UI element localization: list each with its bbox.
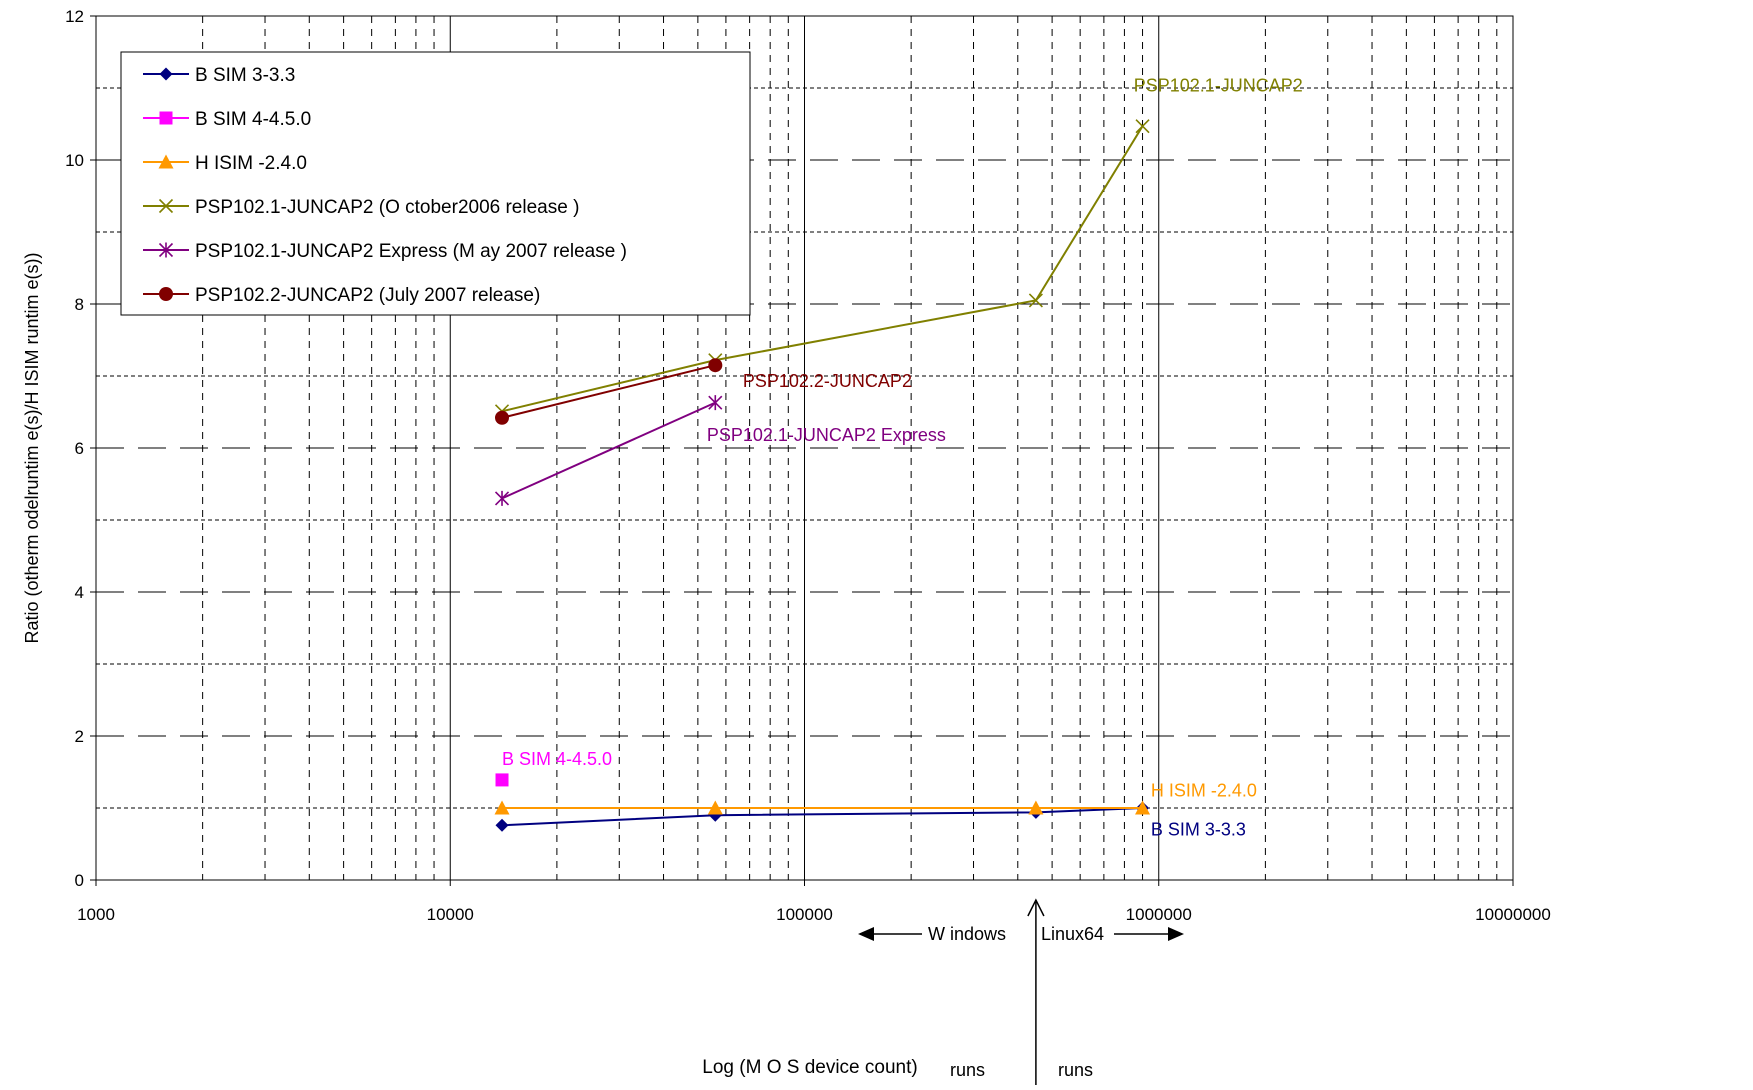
windows-runs-label: runs <box>950 1060 985 1080</box>
series-5 <box>495 358 723 425</box>
x-tick-label: 1000 <box>77 905 115 924</box>
legend-entry: PSP102.1-JUNCAP2 (O ctober2006 release ) <box>143 197 579 218</box>
y-axis-label: Ratio (otherm odelruntim e(s)/H ISIM run… <box>22 252 42 643</box>
series-line <box>501 401 716 500</box>
data-point <box>708 395 723 411</box>
legend-swatch-marker <box>159 111 173 125</box>
series-label: PSP102.1-JUNCAP2 <box>1134 76 1303 96</box>
legend-entry: PSP102.2-JUNCAP2 (July 2007 release) <box>143 285 540 306</box>
legend-label: B SIM 4-4.5.0 <box>195 109 311 130</box>
y-tick-label: 4 <box>75 583 84 602</box>
linux-label: Linux64 <box>1041 924 1104 944</box>
series <box>494 119 1151 832</box>
linux-arrow-head <box>1168 927 1184 941</box>
legend-entry: H ISIM -2.4.0 <box>143 153 307 174</box>
data-point <box>1028 800 1044 815</box>
series-label: PSP102.1-JUNCAP2 Express <box>707 425 946 445</box>
legend: B SIM 3-3.3 B SIM 4-4.5.0 H ISIM -2.4.0 PSP… <box>120 51 751 316</box>
data-labels: B SIM 3-3.3 B SIM 4-4.5.0 H ISIM -2.4.0 PSP… <box>502 76 1303 840</box>
legend-swatch-marker <box>158 198 174 214</box>
y-tick-label: 6 <box>75 439 84 458</box>
legend-swatch-marker <box>158 154 174 169</box>
x-tick-label: 10000 <box>427 905 474 924</box>
linux-runs-label: runs <box>1058 1060 1093 1080</box>
axes: 0 2 4 6 8 10 12 1000 10000 100000 1000000 10000000 L… <box>22 7 1551 1078</box>
y-tick-label: 8 <box>75 295 84 314</box>
series-label: B SIM 4-4.5.0 <box>502 749 612 769</box>
windows-arrow-head <box>858 927 874 941</box>
series-line <box>501 807 1143 827</box>
data-point <box>494 490 510 506</box>
data-point <box>1135 119 1150 134</box>
data-point <box>495 773 509 787</box>
legend-entry: B SIM 3-3.3 <box>143 65 295 86</box>
x-tick-label: 10000000 <box>1475 905 1551 924</box>
y-tick-label: 10 <box>65 151 84 170</box>
legend-swatch-marker <box>158 242 174 258</box>
series-4 <box>494 395 723 506</box>
series-line <box>501 125 1144 413</box>
legend-label: B SIM 3-3.3 <box>195 65 295 86</box>
series-label: PSP102.2-JUNCAP2 <box>743 371 912 391</box>
data-point <box>495 818 509 832</box>
series-label: B SIM 3-3.3 <box>1151 819 1246 839</box>
series-0 <box>495 801 1150 832</box>
divider-arrow-head <box>1027 898 1045 917</box>
legend-entry: PSP102.1-JUNCAP2 Express (M ay 2007 rele… <box>143 241 627 262</box>
series-1 <box>495 773 509 787</box>
y-tick-label: 12 <box>65 7 84 26</box>
legend-label: PSP102.1-JUNCAP2 Express (M ay 2007 rele… <box>195 241 627 262</box>
data-point <box>1028 293 1043 308</box>
legend-label: PSP102.1-JUNCAP2 (O ctober2006 release ) <box>195 197 579 218</box>
annotations: W indows runs Linux64 runs <box>858 898 1184 1085</box>
series-label: H ISIM -2.4.0 <box>1151 780 1257 800</box>
series-line <box>501 364 716 419</box>
y-tick-label: 0 <box>75 871 84 890</box>
data-point <box>494 800 510 815</box>
x-tick-label: 1000000 <box>1126 905 1192 924</box>
data-point <box>707 800 723 815</box>
x-tick-label: 100000 <box>776 905 833 924</box>
series-2 <box>494 800 1151 815</box>
legend-label: PSP102.2-JUNCAP2 (July 2007 release) <box>195 285 540 306</box>
legend-box <box>120 51 751 316</box>
legend-swatch-marker <box>159 287 173 301</box>
windows-label: W indows <box>928 924 1006 944</box>
data-point <box>1135 800 1151 815</box>
legend-entry: B SIM 4-4.5.0 <box>143 109 311 130</box>
x-axis-label: Log (M O S device count) <box>702 1057 917 1078</box>
legend-label: H ISIM -2.4.0 <box>195 153 307 174</box>
y-tick-label: 2 <box>75 727 84 746</box>
data-point <box>495 410 510 425</box>
data-point <box>708 358 723 373</box>
legend-swatch-marker <box>159 67 173 81</box>
